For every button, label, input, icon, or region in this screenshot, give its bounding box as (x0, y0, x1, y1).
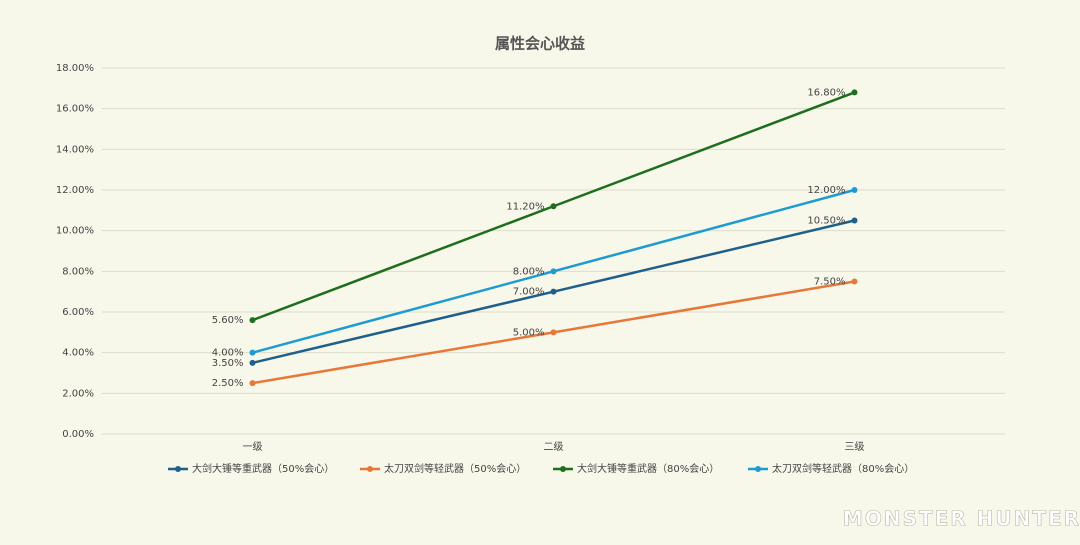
data-point (851, 217, 858, 224)
legend-label: 太刀双剑等轻武器（80%会心） (772, 462, 914, 475)
y-tick-label: 0.00% (62, 429, 94, 440)
y-tick-label: 8.00% (62, 266, 94, 277)
data-point (249, 349, 256, 356)
data-point (550, 203, 557, 210)
x-tick-label: 二级 (544, 441, 564, 453)
data-point (851, 278, 858, 285)
y-tick-label: 2.00% (62, 388, 94, 399)
legend-label: 太刀双剑等轻武器（50%会心） (384, 462, 526, 475)
data-label: 12.00% (807, 185, 845, 196)
legend-marker (755, 466, 761, 472)
data-label: 4.00% (212, 348, 244, 359)
legend-label: 大剑大锤等重武器（50%会心） (192, 462, 334, 475)
data-point (249, 380, 256, 387)
data-point (851, 89, 858, 96)
data-point (851, 187, 858, 193)
data-point (550, 329, 557, 336)
x-tick-label: 三级 (845, 441, 865, 453)
data-point (550, 268, 557, 275)
y-tick-label: 6.00% (62, 307, 94, 318)
y-tick-label: 16.00% (56, 104, 94, 115)
data-point (249, 317, 256, 324)
legend-marker (560, 466, 566, 472)
y-tick-label: 14.00% (56, 144, 94, 155)
data-label: 5.60% (212, 315, 244, 326)
data-label: 7.00% (513, 287, 545, 298)
data-point (249, 359, 256, 366)
y-tick-label: 10.00% (56, 226, 94, 237)
data-label: 7.50% (814, 277, 846, 288)
data-point (550, 288, 557, 295)
legend-marker (367, 466, 373, 472)
data-label: 11.20% (506, 201, 544, 212)
chart-title: 属性会心收益 (495, 35, 585, 53)
legend-label: 大剑大锤等重武器（80%会心） (577, 462, 719, 475)
data-label: 8.00% (513, 266, 545, 277)
data-label: 16.80% (807, 87, 845, 98)
watermark: MONSTER HUNTER (843, 507, 1080, 531)
legend-marker (175, 466, 181, 472)
data-label: 3.50% (212, 358, 244, 369)
x-tick-label: 一级 (243, 441, 263, 453)
data-label: 2.50% (212, 378, 244, 389)
y-tick-label: 4.00% (62, 348, 94, 359)
y-tick-label: 18.00% (56, 63, 94, 74)
data-label: 10.50% (807, 216, 845, 227)
data-label: 5.00% (513, 327, 545, 338)
y-tick-label: 12.00% (56, 185, 94, 196)
